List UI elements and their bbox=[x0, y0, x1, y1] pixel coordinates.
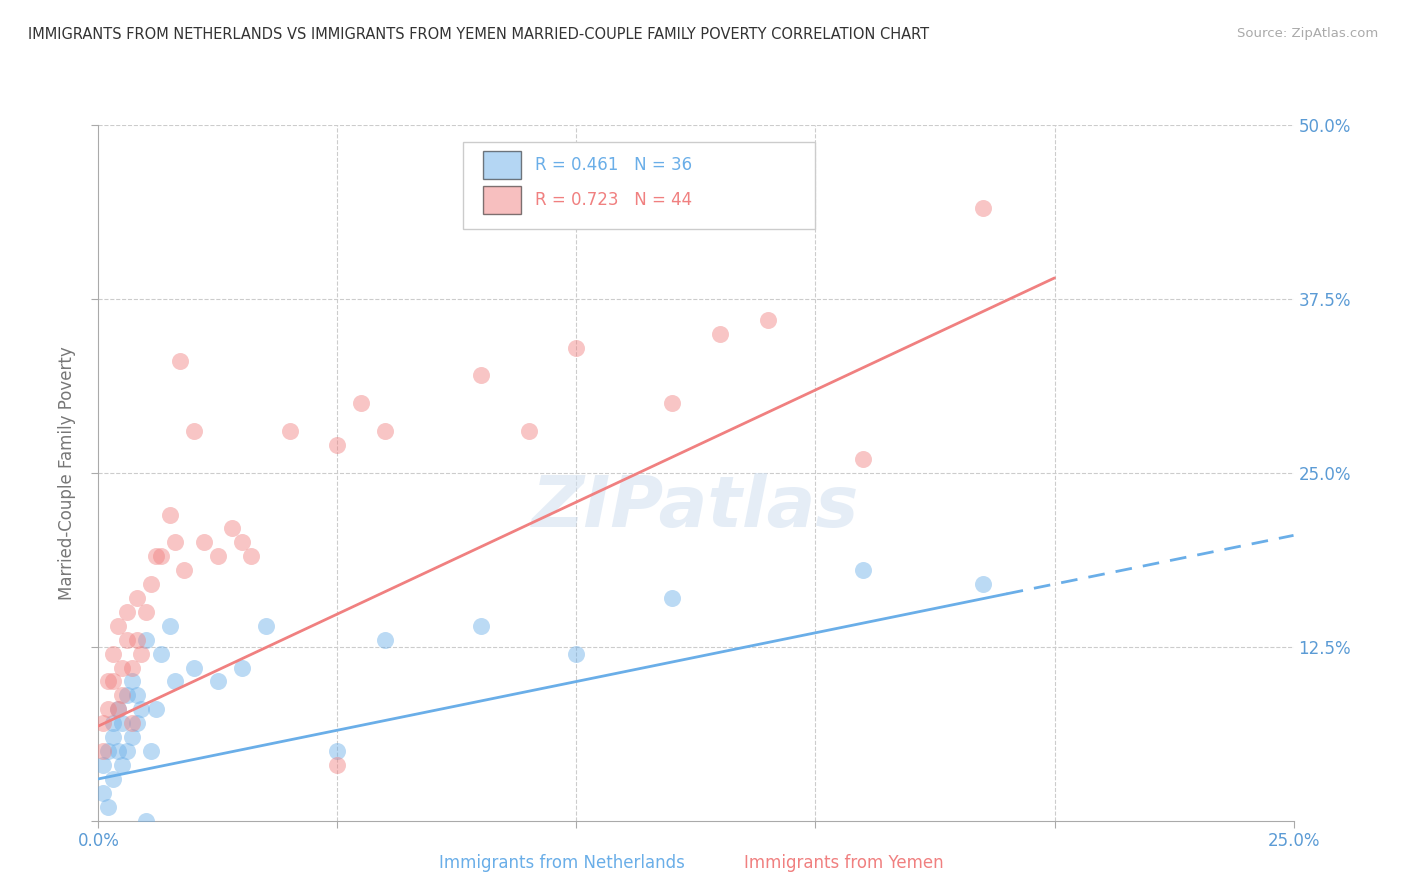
Point bbox=[107, 619, 129, 633]
Point bbox=[374, 632, 396, 647]
Point bbox=[326, 744, 349, 758]
Point bbox=[101, 716, 124, 731]
Point bbox=[91, 716, 114, 731]
Point bbox=[121, 660, 143, 674]
Point bbox=[207, 674, 229, 689]
FancyBboxPatch shape bbox=[463, 142, 815, 229]
Point bbox=[517, 424, 540, 438]
Point bbox=[115, 605, 138, 619]
FancyBboxPatch shape bbox=[484, 152, 522, 179]
Point bbox=[139, 744, 162, 758]
Point bbox=[350, 396, 373, 410]
Point bbox=[169, 354, 191, 368]
Point bbox=[97, 674, 120, 689]
Text: IMMIGRANTS FROM NETHERLANDS VS IMMIGRANTS FROM YEMEN MARRIED-COUPLE FAMILY POVER: IMMIGRANTS FROM NETHERLANDS VS IMMIGRANT… bbox=[28, 27, 929, 42]
Point bbox=[107, 744, 129, 758]
Point bbox=[131, 702, 153, 716]
Point bbox=[145, 549, 167, 564]
Point bbox=[107, 702, 129, 716]
Point bbox=[207, 549, 229, 564]
Point bbox=[91, 786, 114, 800]
Point bbox=[972, 577, 994, 591]
Point bbox=[111, 660, 134, 674]
FancyBboxPatch shape bbox=[484, 186, 522, 214]
Point bbox=[145, 702, 167, 716]
Point bbox=[470, 368, 492, 383]
Point bbox=[125, 591, 148, 605]
Point bbox=[852, 451, 875, 466]
Text: Immigrants from Netherlands: Immigrants from Netherlands bbox=[440, 855, 685, 872]
Point bbox=[661, 396, 683, 410]
Point bbox=[135, 605, 157, 619]
Point bbox=[852, 563, 875, 577]
Point bbox=[135, 814, 157, 828]
Point bbox=[115, 744, 138, 758]
Point bbox=[972, 202, 994, 216]
Point bbox=[278, 424, 301, 438]
Point bbox=[709, 326, 731, 341]
Point bbox=[326, 438, 349, 452]
Point bbox=[149, 647, 172, 661]
Point bbox=[125, 689, 148, 703]
Point bbox=[125, 716, 148, 731]
Point bbox=[159, 619, 181, 633]
Point bbox=[149, 549, 172, 564]
Point bbox=[111, 716, 134, 731]
Point bbox=[101, 772, 124, 786]
Text: Source: ZipAtlas.com: Source: ZipAtlas.com bbox=[1237, 27, 1378, 40]
Point bbox=[97, 702, 120, 716]
Point bbox=[111, 758, 134, 772]
Point bbox=[101, 647, 124, 661]
Y-axis label: Married-Couple Family Poverty: Married-Couple Family Poverty bbox=[58, 346, 76, 599]
Point bbox=[135, 632, 157, 647]
Point bbox=[240, 549, 263, 564]
Point bbox=[565, 647, 588, 661]
Point bbox=[173, 563, 195, 577]
Point bbox=[139, 577, 162, 591]
Point bbox=[163, 535, 186, 549]
Point bbox=[91, 758, 114, 772]
Text: R = 0.461   N = 36: R = 0.461 N = 36 bbox=[534, 156, 692, 174]
Point bbox=[101, 674, 124, 689]
Point bbox=[254, 619, 277, 633]
Point bbox=[131, 647, 153, 661]
Point bbox=[221, 521, 243, 535]
Point bbox=[91, 744, 114, 758]
Point bbox=[661, 591, 683, 605]
Point bbox=[125, 632, 148, 647]
Point bbox=[115, 632, 138, 647]
Point bbox=[107, 702, 129, 716]
Point bbox=[121, 730, 143, 744]
Point bbox=[97, 744, 120, 758]
Point bbox=[756, 312, 779, 326]
Point bbox=[326, 758, 349, 772]
Text: R = 0.723   N = 44: R = 0.723 N = 44 bbox=[534, 191, 692, 209]
Point bbox=[121, 716, 143, 731]
Point bbox=[374, 424, 396, 438]
Point bbox=[121, 674, 143, 689]
Point bbox=[183, 424, 205, 438]
Point bbox=[111, 689, 134, 703]
Point bbox=[565, 341, 588, 355]
Point bbox=[470, 619, 492, 633]
Point bbox=[101, 730, 124, 744]
Point bbox=[159, 508, 181, 522]
Point bbox=[231, 535, 253, 549]
Text: Immigrants from Yemen: Immigrants from Yemen bbox=[744, 855, 943, 872]
Point bbox=[183, 660, 205, 674]
Point bbox=[231, 660, 253, 674]
Point bbox=[97, 799, 120, 814]
Point bbox=[193, 535, 215, 549]
Point bbox=[115, 689, 138, 703]
Text: ZIPatlas: ZIPatlas bbox=[533, 473, 859, 542]
Point bbox=[163, 674, 186, 689]
